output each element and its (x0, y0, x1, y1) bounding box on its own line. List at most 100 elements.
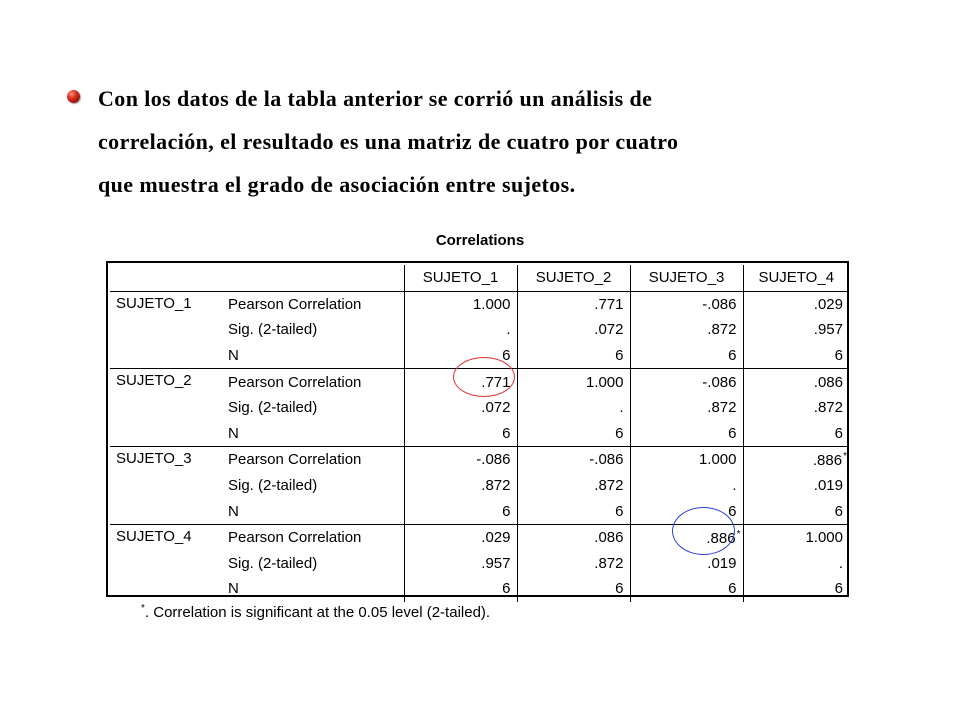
significance-marker: * (736, 528, 741, 540)
statistic-label: N (222, 420, 405, 448)
value-cell: .029 (404, 524, 518, 551)
value-cell: .019 (630, 550, 744, 577)
value-cell: 6 (404, 498, 518, 525)
footnote-marker: * (141, 603, 145, 614)
table-row: SUJETO_2 Pearson Correlation .771 1.000 -.08… (110, 368, 849, 448)
statistic-label: Sig. (2-tailed) (222, 317, 405, 343)
value-cell: 6 (630, 342, 744, 370)
value-cell: .771 (517, 291, 631, 318)
column-header: SUJETO_1 (403, 265, 518, 292)
table-row: Sig. (2-tailed) .072. .872 .872 (110, 394, 849, 421)
cell-value: .872 (707, 399, 737, 417)
value-cell: .072 (404, 394, 518, 421)
value-cell: .072 (517, 317, 631, 343)
header-row: SUJETO_1 SUJETO_2 SUJETO_3 SUJETO_4 (110, 265, 849, 292)
value-cell: .872 (630, 394, 744, 421)
cell-value: .019 (813, 477, 843, 495)
value-cell: .886* (743, 447, 849, 473)
value-cell: -.086 (404, 446, 518, 473)
value-cell: 1.000 (743, 524, 849, 550)
value-cell: 1.000 (630, 446, 744, 473)
table-row: Sig. (2-tailed). .072 .872 .957 (110, 317, 849, 343)
cell-value: 6 (834, 580, 843, 598)
cell-value: .029 (481, 529, 511, 547)
cell-value: .872 (813, 399, 843, 417)
statistic-label: N (222, 342, 405, 370)
cell-value: 6 (615, 347, 624, 365)
cell-value: -.086 (702, 295, 737, 313)
cell-value: 6 (615, 424, 624, 442)
cell-value: 6 (834, 502, 843, 520)
table-row: SUJETO_1 Pearson Correlation 1.000 .771 -.08… (110, 291, 849, 370)
intro-line-2: correlación, el resultado es una matriz … (98, 129, 679, 154)
table-row: Sig. (2-tailed) .957 .872 .019. (110, 550, 849, 577)
value-cell: . (517, 394, 631, 421)
value-cell: 6 (404, 420, 518, 448)
value-cell: .872 (630, 317, 744, 343)
cell-value: . (619, 399, 624, 417)
footnote-text: . Correlation is significant at the 0.05… (144, 604, 491, 621)
value-cell: . (743, 551, 849, 577)
highlight-circle-red (453, 357, 515, 397)
table-title: Correlations (435, 232, 525, 249)
statistic-label: Sig. (2-tailed) (222, 472, 405, 499)
value-cell: 6 (517, 420, 631, 448)
value-cell: .086 (517, 524, 631, 551)
cell-value: 6 (834, 424, 843, 442)
cell-value: 1.000 (698, 451, 737, 469)
intro-paragraph: Con los datos de la tabla anterior se co… (98, 77, 878, 206)
cell-value: .072 (594, 321, 624, 339)
table-footnote: *. Correlation is significant at the 0.0… (140, 603, 490, 621)
cell-value: 6 (615, 502, 624, 520)
column-header: SUJETO_2 (516, 265, 631, 292)
value-cell: .086 (743, 369, 849, 395)
value-cell: 6 (517, 576, 631, 602)
cell-value: 6 (728, 580, 737, 598)
header-corner (110, 265, 405, 292)
cell-value: .072 (481, 399, 511, 417)
cell-value: 1.000 (585, 373, 624, 391)
value-cell: 6 (743, 342, 849, 370)
column-header: SUJETO_3 (629, 265, 744, 292)
cell-value: .019 (707, 554, 737, 572)
cell-value: .886 (812, 451, 843, 469)
table-row: N 6 6 6 6 (110, 576, 849, 602)
cell-value: 6 (502, 424, 511, 442)
table-row: SUJETO_4 Pearson Correlation .029.086.886*… (110, 524, 849, 551)
cell-value: .872 (707, 321, 737, 339)
value-cell: 6 (743, 420, 849, 448)
value-cell: 6 (743, 498, 849, 525)
row-variable-label: SUJETO_3 (110, 446, 222, 525)
value-cell: .872 (743, 395, 849, 421)
cell-value: 6 (728, 347, 737, 365)
intro-line-3: que muestra el grado de asociación entre… (98, 172, 576, 197)
value-cell: . (404, 317, 518, 343)
cell-value: .771 (594, 295, 624, 313)
statistic-label: Pearson Correlation (222, 446, 405, 473)
value-cell: 1.000 (517, 368, 631, 395)
statistic-label: Pearson Correlation (222, 291, 405, 318)
bullet-icon (67, 90, 80, 103)
value-cell: .029 (743, 291, 849, 317)
statistic-label: N (222, 576, 405, 602)
value-cell: . (630, 472, 744, 499)
cell-value: 6 (502, 347, 511, 365)
cell-value: -.086 (702, 373, 737, 391)
cell-value: .957 (813, 321, 843, 339)
intro-line-1: Con los datos de la tabla anterior se co… (98, 86, 653, 111)
cell-value: 6 (502, 580, 511, 598)
statistic-label: Pearson Correlation (222, 368, 405, 395)
cell-value: .872 (594, 477, 624, 495)
value-cell: 6 (517, 498, 631, 525)
cell-value: .086 (594, 529, 624, 547)
value-cell: 1.000 (404, 291, 518, 318)
cell-value: . (838, 554, 843, 572)
value-cell: -.086 (630, 368, 744, 395)
row-variable-label: SUJETO_4 (116, 527, 192, 545)
cell-value: 1.000 (805, 529, 843, 547)
cell-value: .029 (813, 295, 843, 313)
value-cell: 6 (517, 342, 631, 370)
cell-value: 6 (728, 424, 737, 442)
value-cell: 6 (743, 576, 849, 602)
cell-value: . (732, 477, 737, 495)
